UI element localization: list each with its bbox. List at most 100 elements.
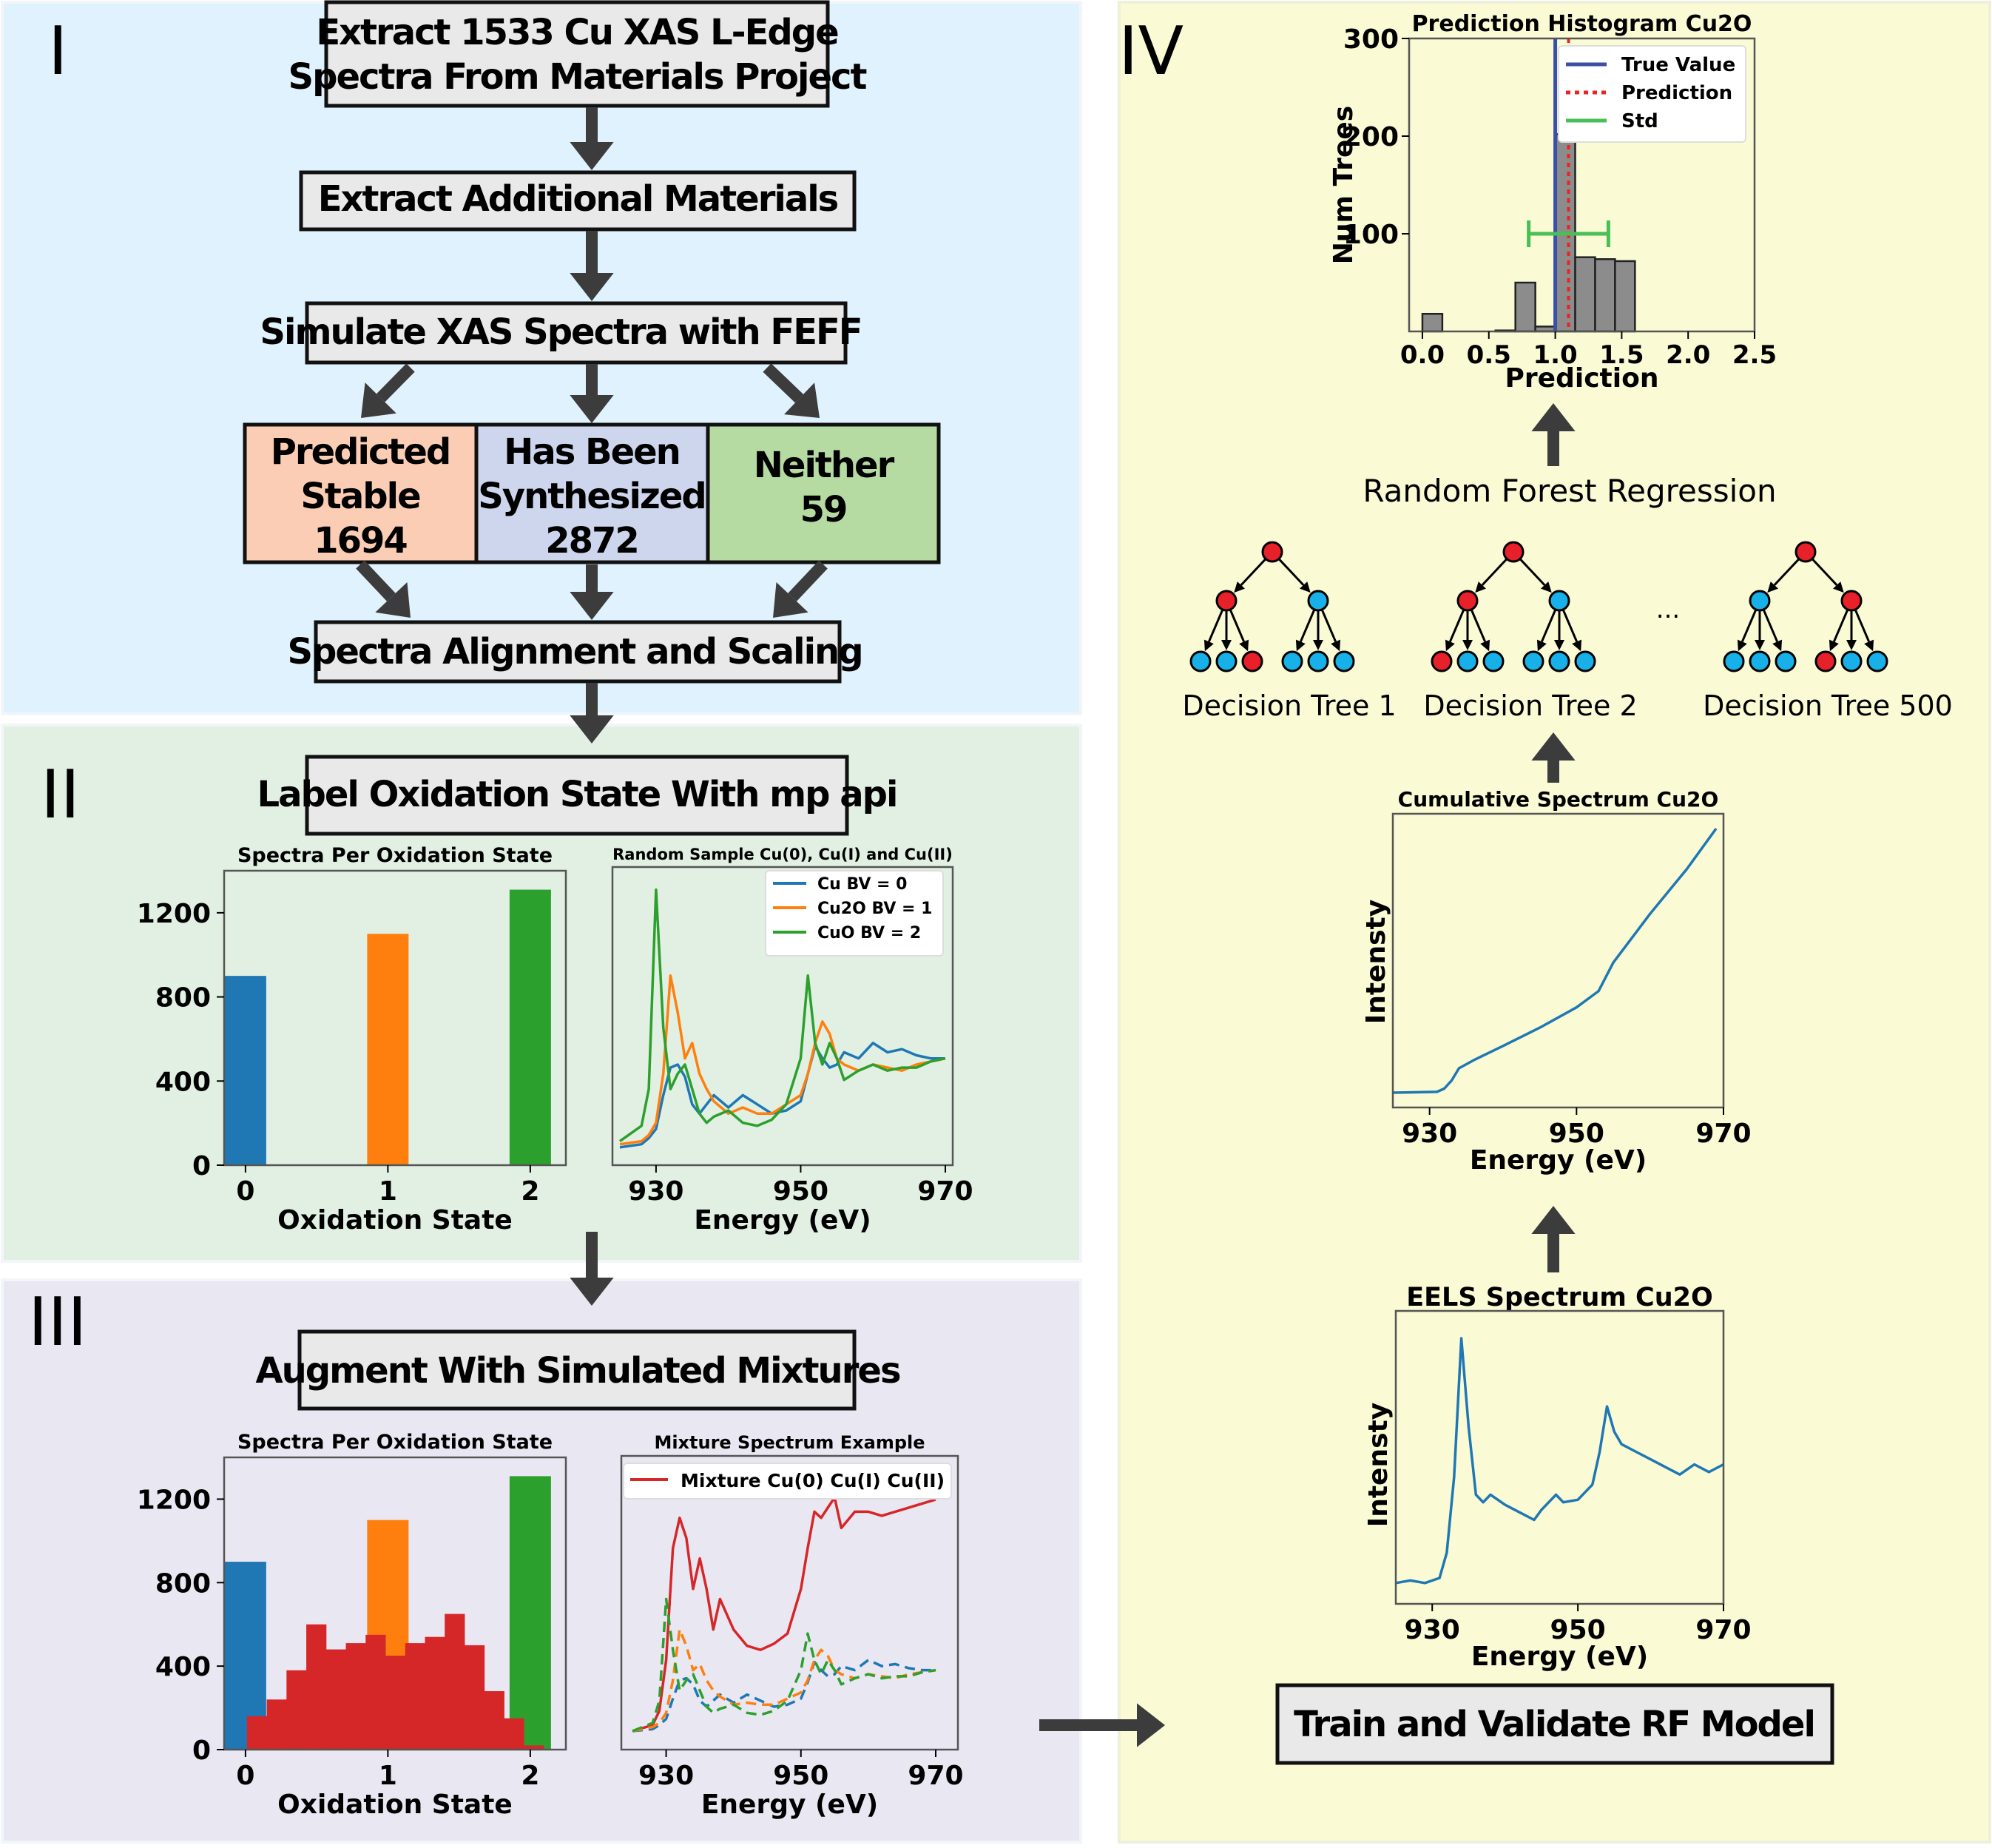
legend-label: Cu BV = 0 [817, 875, 907, 894]
box-train-label: Train and Validate RF Model [1294, 1704, 1814, 1745]
tree-leaf-node [1333, 650, 1355, 672]
chart-title: EELS Spectrum Cu2O [1406, 1283, 1713, 1312]
box-extract-additional-label: Extract Additional Materials [318, 178, 838, 220]
box-augment: Augment With Simulated Mixtures [255, 1329, 902, 1411]
tree-edge-head [1462, 640, 1473, 650]
x-axis-label: Oxidation State [277, 1790, 513, 1820]
x-tick-label: 1.5 [1599, 340, 1644, 370]
arrow-8-head [1531, 1206, 1576, 1234]
x-tick-label: 2 [521, 1176, 539, 1207]
x-tick-label: 1 [379, 1761, 397, 1791]
tree-root-node [1502, 541, 1525, 563]
legend-frame [1558, 45, 1746, 143]
tree-inner-node [1749, 590, 1771, 612]
mixture-bin [405, 1643, 425, 1750]
arrow-3a-head [361, 382, 396, 418]
tree-leaf-node [1840, 650, 1863, 672]
tree-leaf-node [1548, 650, 1570, 672]
x-tick-label: 0.0 [1400, 340, 1445, 370]
tree-edge-head [1203, 639, 1214, 652]
y-tick-label: 0 [192, 1151, 211, 1181]
tree-edge-head [1541, 581, 1552, 593]
box-label-oxidation: Label Oxidation State With mp api [257, 755, 898, 836]
chart-title: Prediction Histogram Cu2O [1412, 11, 1752, 37]
histogram-bin [1421, 312, 1444, 333]
tree-leaf-node [1723, 650, 1745, 672]
tree-leaf-node [1241, 650, 1263, 672]
random-forest-label: Random Forest Regression [1363, 473, 1776, 509]
plot-frame [1391, 812, 1725, 1109]
tree-leaf-node [1814, 650, 1837, 672]
box-synth-line1: Has Been [504, 431, 680, 473]
tree-edge-head [1445, 639, 1455, 652]
legend-label: Prediction [1621, 82, 1732, 104]
tree-leaf-node [1456, 650, 1479, 672]
box-label-oxidation-label: Label Oxidation State With mp api [257, 774, 897, 815]
arrow-9-head [1531, 732, 1576, 761]
box-predicted-line1: Predicted [271, 431, 450, 473]
plot-frame [1408, 37, 1756, 333]
y-tick-label: 300 [1343, 24, 1399, 55]
arrow-4a-head [375, 582, 411, 618]
plot-frame [611, 866, 954, 1167]
x-tick-label: 970 [1695, 1119, 1751, 1149]
plot-frame [620, 1454, 959, 1751]
x-tick-label: 950 [773, 1761, 828, 1791]
x-tick-label: 0 [236, 1176, 254, 1207]
y-tick-label: 800 [155, 983, 211, 1014]
tree-leaf-node [1775, 650, 1797, 672]
x-axis-label: Oxidation State [277, 1205, 513, 1235]
tree-leaf-node [1189, 650, 1212, 672]
tree-root-node [1261, 541, 1283, 563]
bar-state-1 [367, 934, 409, 1165]
x-tick-label: 930 [638, 1761, 694, 1791]
arrow-3a-shaft [376, 363, 415, 402]
tree-edge-head [1554, 640, 1564, 650]
bar-state-0 [224, 976, 266, 1165]
tree-edge-head [1221, 640, 1232, 650]
x-axis-label: Energy (eV) [701, 1790, 878, 1820]
chart-prediction-histogram: Prediction Histogram Cu2O 100 200 300 0.0 0.5… [1328, 11, 1777, 394]
x-tick-label: 970 [1695, 1615, 1751, 1645]
x-tick-label: 0.5 [1467, 340, 1511, 370]
arrow-6-head [570, 1278, 614, 1306]
tree-edge-head [1767, 581, 1778, 593]
legend-label: Mixture Cu(0) Cu(I) Cu(II) [681, 1470, 945, 1491]
box-has-been-synthesized: Has Been Synthesized 2872 [474, 422, 710, 564]
tree-edge-head [1572, 639, 1582, 652]
tree-edge-head [1536, 639, 1547, 652]
x-axis-label: Prediction [1505, 363, 1659, 394]
decision-tree: Decision Tree 2 [1423, 541, 1638, 722]
box-alignment-label: Spectra Alignment and Scaling [287, 631, 862, 672]
arrow-10-head [1531, 403, 1576, 431]
y-tick-label: 400 [155, 1067, 211, 1097]
x-axis-label: Energy (eV) [1470, 1145, 1647, 1176]
plot-frame [223, 869, 567, 1167]
tree-leaf-node [1866, 650, 1888, 672]
box-train-validate: Train and Validate RF Model [1275, 1683, 1834, 1765]
tree-inner-node [1456, 590, 1479, 612]
arrow-4b-head [570, 592, 614, 620]
legend-frame [765, 870, 944, 957]
tree-edge-head [1864, 639, 1874, 652]
x-tick-label: 1.0 [1533, 340, 1577, 370]
box-predicted-stable: Predicted Stable 1694 [243, 422, 479, 564]
legend: Mixture Cu(0) Cu(I) Cu(II) [623, 1463, 952, 1500]
panel-1-numeral: I [48, 13, 68, 90]
chart-cumulative-spectrum: Cumulative Spectrum Cu2O 930 950 970 Energy … [1361, 787, 1752, 1176]
x-tick-label: 950 [1549, 1119, 1604, 1149]
y-tick-label: 200 [1343, 122, 1399, 152]
y-tick-label: 1200 [137, 1485, 211, 1515]
x-tick-label: 950 [773, 1176, 828, 1207]
mixture-bin [425, 1636, 445, 1750]
legend-frame [623, 1463, 952, 1500]
mixture-bin [385, 1656, 406, 1750]
y-tick-label: 1200 [137, 899, 211, 929]
box-predicted-line2: Stable [300, 476, 420, 517]
tree-edge-head [1737, 639, 1747, 652]
box-extract-additional: Extract Additional Materials [299, 170, 857, 232]
tree-inner-node [1307, 590, 1329, 612]
y-axis-label: Intensty [1363, 1403, 1394, 1527]
chart-augmented-bars: Spectra Per Oxidation State 0 400 800 1200 0 1… [137, 1431, 567, 1820]
x-tick-label: 1 [379, 1176, 397, 1207]
